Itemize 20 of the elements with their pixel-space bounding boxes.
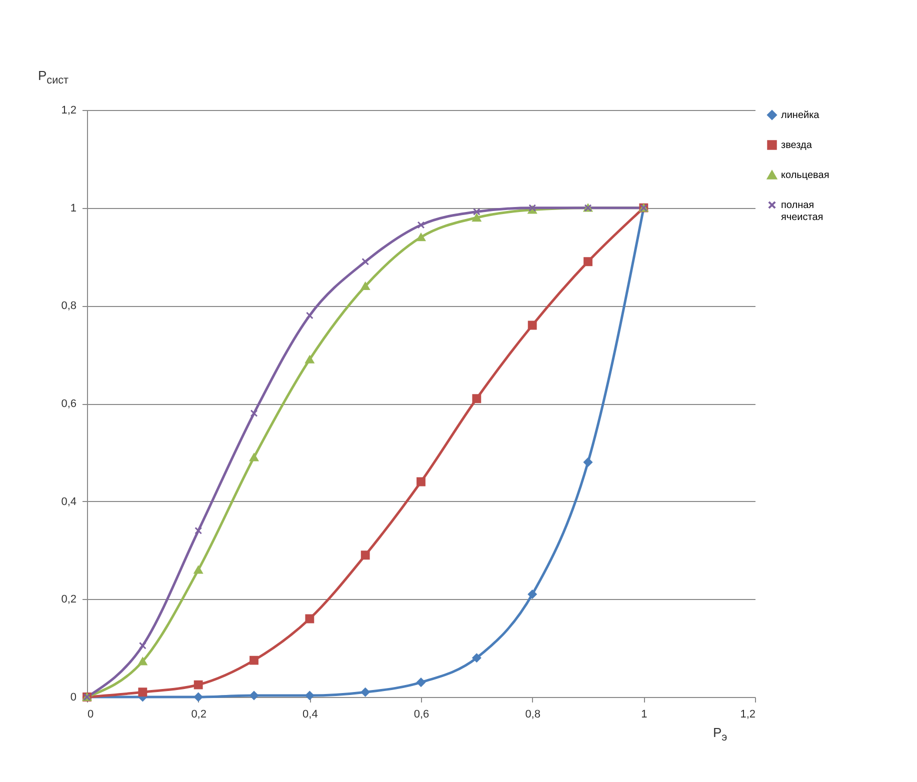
y-tick-label: 0,6 [61,398,76,410]
x-tick-label: 1,2 [740,708,756,720]
x-tick-label: 0,4 [302,708,318,720]
legend-label: линейка [781,110,820,121]
y-tick-label: 0,2 [61,594,76,606]
x-tick-label: 1 [641,708,648,720]
y-tick-label: 1,2 [61,104,76,116]
y-tick-label: 0 [70,692,76,704]
x-axis-title: P$_{э}$ [713,725,728,744]
y-tick-label: 0,8 [61,300,76,312]
legend-label: звезда [781,140,812,151]
y-tick-label: 1 [70,202,76,214]
x-tick-label: 0,2 [191,708,206,720]
legend-label: кольцевая [781,170,830,181]
legend-label: полная ячеистая [781,200,824,223]
x-tick-label: 0 [88,708,94,720]
y-tick-label: 0,4 [61,496,76,508]
y-axis-title: P$_{сист}$ [38,68,69,87]
x-tick-label: 0,8 [525,708,540,720]
x-tick-label: 0,6 [414,708,430,720]
